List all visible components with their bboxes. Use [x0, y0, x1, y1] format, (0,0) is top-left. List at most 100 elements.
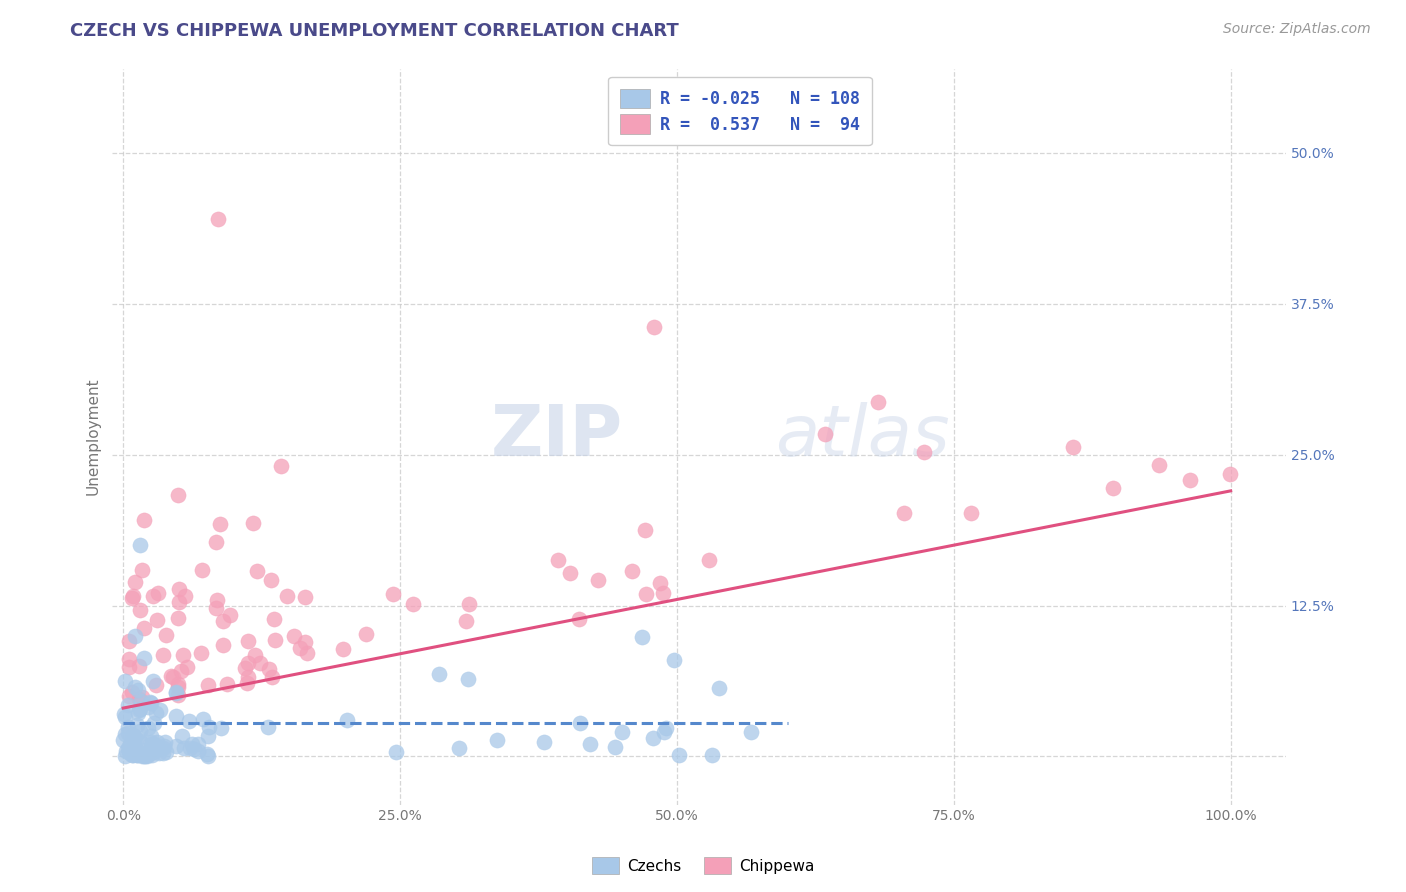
Point: [145, 678, 167, 692]
Point: [129, 694, 152, 708]
Point: [634, 523, 657, 537]
Point: [124, 742, 146, 756]
Point: [139, 729, 162, 743]
Point: [457, 597, 479, 611]
Point: [814, 427, 837, 442]
Point: [118, 689, 141, 703]
Point: [212, 614, 235, 628]
Point: [1219, 467, 1241, 482]
Point: [449, 740, 471, 755]
Point: [138, 721, 160, 735]
Point: [354, 627, 377, 641]
Point: [270, 459, 292, 474]
Point: [197, 678, 219, 692]
Point: [153, 739, 176, 754]
Point: [124, 574, 146, 589]
Point: [605, 740, 627, 755]
Text: CZECH VS CHIPPEWA UNEMPLOYMENT CORRELATION CHART: CZECH VS CHIPPEWA UNEMPLOYMENT CORRELATI…: [70, 22, 679, 40]
Point: [167, 688, 190, 702]
Point: [120, 746, 142, 760]
Point: [128, 702, 150, 716]
Point: [124, 629, 146, 643]
Point: [128, 702, 150, 716]
Point: [960, 506, 983, 520]
Point: [155, 745, 177, 759]
Point: [209, 516, 232, 531]
Point: [127, 682, 149, 697]
Text: atlas: atlas: [775, 402, 950, 471]
Point: [912, 444, 935, 458]
Legend: Czechs, Chippewa: Czechs, Chippewa: [585, 851, 821, 880]
Point: [165, 685, 187, 699]
Point: [120, 744, 142, 758]
Point: [166, 488, 188, 502]
Point: [138, 695, 160, 709]
Point: [160, 669, 183, 683]
Point: [176, 660, 198, 674]
Point: [294, 590, 316, 604]
Point: [610, 725, 633, 739]
Point: [283, 629, 305, 643]
Point: [868, 395, 890, 409]
Point: [165, 739, 187, 753]
Point: [131, 690, 153, 705]
Point: [427, 666, 450, 681]
Text: Source: ZipAtlas.com: Source: ZipAtlas.com: [1223, 22, 1371, 37]
Point: [195, 747, 218, 762]
Point: [893, 506, 915, 520]
Point: [249, 657, 271, 671]
Point: [1102, 481, 1125, 495]
Point: [578, 737, 600, 751]
Point: [125, 747, 148, 762]
Point: [148, 746, 170, 760]
Point: [153, 735, 176, 749]
Point: [260, 670, 283, 684]
Point: [117, 660, 139, 674]
Point: [146, 613, 169, 627]
Point: [336, 713, 359, 727]
Point: [558, 566, 581, 581]
Point: [662, 653, 685, 667]
Point: [204, 535, 226, 549]
Point: [114, 749, 136, 764]
Point: [125, 748, 148, 763]
Point: [641, 731, 664, 745]
Point: [172, 648, 194, 662]
Point: [457, 672, 479, 686]
Point: [485, 733, 508, 747]
Point: [127, 745, 149, 759]
Point: [238, 657, 260, 671]
Point: [567, 611, 589, 625]
Point: [243, 648, 266, 663]
Point: [173, 740, 195, 755]
Point: [191, 563, 214, 577]
Point: [193, 712, 215, 726]
Point: [263, 612, 285, 626]
Point: [121, 589, 143, 603]
Point: [115, 743, 138, 757]
Point: [129, 538, 152, 552]
Point: [122, 728, 145, 742]
Point: [162, 670, 184, 684]
Point: [132, 513, 155, 527]
Point: [121, 685, 143, 699]
Point: [121, 748, 143, 763]
Point: [648, 576, 671, 591]
Point: [246, 564, 269, 578]
Point: [128, 659, 150, 673]
Point: [668, 748, 690, 763]
Point: [651, 585, 673, 599]
Point: [1062, 440, 1084, 454]
Point: [177, 714, 200, 728]
Point: [131, 749, 153, 764]
Point: [257, 662, 280, 676]
Point: [117, 725, 139, 739]
Point: [1178, 473, 1201, 487]
Point: [112, 706, 135, 721]
Point: [141, 747, 163, 762]
Point: [128, 724, 150, 739]
Point: [145, 735, 167, 749]
Point: [295, 646, 318, 660]
Point: [127, 706, 149, 720]
Point: [183, 742, 205, 756]
